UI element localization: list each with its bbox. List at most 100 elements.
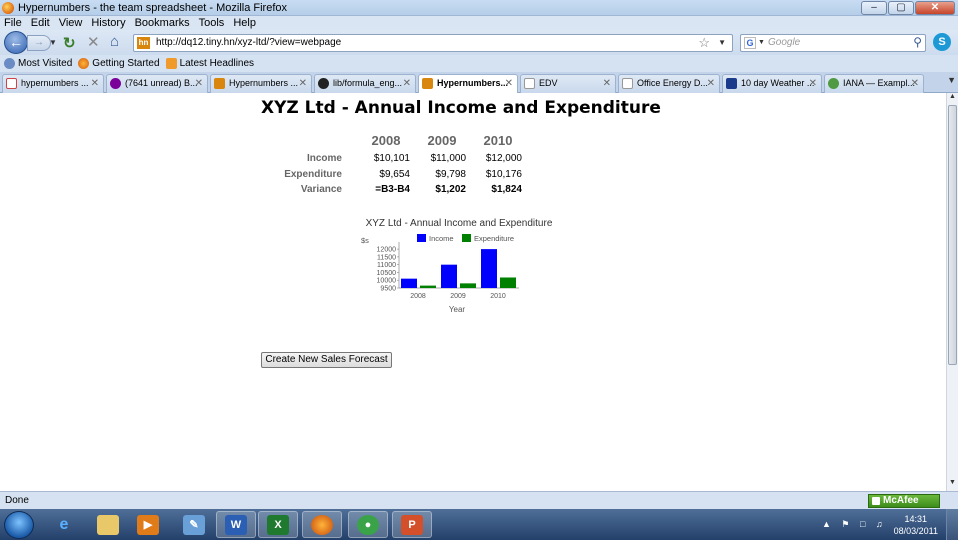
taskbar-paint[interactable]: ✎ <box>174 511 214 538</box>
clock[interactable]: 14:31 08/03/2011 <box>894 513 938 537</box>
tab-9[interactable]: IANA — Exampl... ✕ <box>824 74 924 93</box>
tab-close-icon[interactable]: ✕ <box>602 78 611 89</box>
tab-close-icon[interactable]: ✕ <box>194 78 203 89</box>
menu-bookmarks[interactable]: Bookmarks <box>134 17 190 29</box>
scrollbar-thumb[interactable] <box>948 105 957 365</box>
url-text[interactable]: http://dq12.tiny.hn/xyz-ltd/?view=webpag… <box>156 37 342 48</box>
taskbar-green-app[interactable]: ● <box>348 511 388 538</box>
show-desktop-button[interactable] <box>946 509 958 540</box>
window-title: Hypernumbers - the team spreadsheet - Mo… <box>18 2 287 14</box>
github-icon <box>318 78 329 89</box>
tab-1[interactable]: hypernumbers ... ✕ <box>2 74 104 93</box>
row-label: Income <box>306 153 342 165</box>
system-tray: ▲ ⚑ □ ♫ 14:31 08/03/2011 <box>818 509 958 540</box>
scroll-down-icon[interactable]: ▼ <box>949 479 956 486</box>
tab-6[interactable]: EDV ✕ <box>520 74 616 93</box>
search-engine-dropdown-icon[interactable]: ▼ <box>758 39 765 46</box>
yahoo-icon <box>110 78 121 89</box>
y-axis-label: $s <box>361 236 369 245</box>
tray-icons[interactable]: ▲ ⚑ □ ♫ <box>822 519 887 529</box>
taskbar-explorer[interactable] <box>88 511 128 538</box>
bookmark-star-icon[interactable]: ☆ <box>698 35 710 50</box>
finance-table: 2008 2009 2010 Income $10,101 $11,000 $1… <box>270 129 526 198</box>
tab-4[interactable]: lib/formula_eng... ✕ <box>314 74 416 93</box>
scroll-up-icon[interactable]: ▲ <box>949 93 956 100</box>
history-dropdown-icon[interactable]: ▼ <box>49 38 57 47</box>
mcafee-badge[interactable]: McAfee <box>868 494 940 508</box>
taskbar-excel[interactable]: X <box>258 511 298 538</box>
table-row-expenditure: Expenditure $9,654 $9,798 $10,176 <box>270 167 526 183</box>
tab-2[interactable]: (7641 unread) B... ✕ <box>106 74 208 93</box>
url-bar[interactable]: hn http://dq12.tiny.hn/xyz-ltd/?view=web… <box>133 34 733 52</box>
forward-button[interactable]: → <box>27 35 51 51</box>
bookmark-most-visited[interactable]: Most Visited <box>4 58 72 69</box>
taskbar-firefox[interactable] <box>302 511 342 538</box>
start-button[interactable] <box>4 511 34 539</box>
tab-bar: hypernumbers ... ✕ (7641 unread) B... ✕ Hy… <box>0 72 958 94</box>
legend-swatch-1 <box>462 234 471 242</box>
tab-close-icon[interactable]: ✕ <box>808 78 817 89</box>
tab-8[interactable]: 10 day Weather ... ✕ <box>722 74 822 93</box>
taskbar-word[interactable]: W <box>216 511 256 538</box>
x-axis-label: Year <box>449 305 466 314</box>
table-cell: $9,654 <box>379 168 410 180</box>
menu-edit[interactable]: Edit <box>30 17 50 29</box>
most-visited-icon <box>4 58 15 69</box>
tab-5-active[interactable]: Hypernumbers... ✕ <box>418 74 518 94</box>
firefox-icon <box>2 2 14 14</box>
minimize-button[interactable]: – <box>861 1 887 15</box>
rss-icon <box>165 58 177 69</box>
taskbar-ie[interactable]: e <box>44 511 84 538</box>
url-dropdown-icon[interactable]: ▼ <box>718 38 726 47</box>
word-icon: W <box>225 514 247 535</box>
menu-view[interactable]: View <box>58 17 83 29</box>
tab-close-icon[interactable]: ✕ <box>706 78 715 89</box>
taskbar-powerpoint[interactable]: P <box>392 511 432 538</box>
menu-file[interactable]: File <box>4 17 22 29</box>
tab-label: IANA — Exampl... <box>843 78 916 88</box>
menu-tools[interactable]: Tools <box>198 17 225 29</box>
skype-icon[interactable]: S <box>933 33 951 51</box>
bar-income-2008 <box>401 278 417 288</box>
tab-close-icon[interactable]: ✕ <box>298 78 307 89</box>
menu-help[interactable]: Help <box>233 17 256 29</box>
x-tick-label-1: 2009 <box>450 293 466 300</box>
taskbar-media-player[interactable]: ▶ <box>128 511 168 538</box>
tab-close-icon[interactable]: ✕ <box>90 78 99 89</box>
create-sales-forecast-button[interactable]: Create New Sales Forecast <box>261 352 392 368</box>
tab-close-icon[interactable]: ✕ <box>910 78 919 89</box>
page-title: XYZ Ltd - Annual Income and Expenditure <box>261 98 661 118</box>
folder-icon <box>97 514 119 535</box>
stop-icon[interactable]: ✕ <box>87 34 100 51</box>
hn-icon <box>422 78 433 89</box>
legend-swatch-0 <box>417 234 426 242</box>
excel-icon: X <box>267 514 289 535</box>
bookmark-getting-started[interactable]: Getting Started <box>78 58 160 69</box>
menu-history[interactable]: History <box>91 17 126 29</box>
bar-expenditure-2009 <box>460 283 476 288</box>
tab-3[interactable]: Hypernumbers ... ✕ <box>210 74 312 93</box>
x-tick-label-2: 2010 <box>490 293 506 300</box>
search-engine-icon[interactable]: G <box>744 37 756 49</box>
bookmark-label: Most Visited <box>18 58 73 69</box>
tab-7[interactable]: Office Energy D... ✕ <box>618 74 720 93</box>
ie-icon: e <box>59 515 69 533</box>
reload-icon[interactable]: ↻ <box>63 35 76 52</box>
search-icon[interactable]: ⚲ <box>913 35 922 49</box>
tab-list-icon[interactable]: ▼ <box>947 75 956 85</box>
home-icon[interactable]: ⌂ <box>110 33 120 50</box>
income-expenditure-chart: XYZ Ltd - Annual Income and Expenditure I… <box>354 214 564 326</box>
page-icon <box>622 78 633 89</box>
table-row-income: Income $10,101 $11,000 $12,000 <box>270 151 526 167</box>
vertical-scrollbar[interactable]: ▲ ▼ <box>946 93 958 491</box>
tab-close-icon[interactable]: ✕ <box>504 78 513 89</box>
page-icon <box>524 78 535 89</box>
close-button[interactable]: ✕ <box>915 1 955 15</box>
tab-close-icon[interactable]: ✕ <box>402 78 411 89</box>
x-tick-label-0: 2008 <box>410 293 426 300</box>
search-bar[interactable]: G ▼ Google ⚲ <box>740 34 926 52</box>
year-header: 2010 <box>483 132 513 148</box>
bookmark-latest-headlines[interactable]: Latest Headlines <box>165 58 254 69</box>
back-button[interactable]: ← <box>4 31 28 54</box>
maximize-button[interactable]: ▢ <box>888 1 914 15</box>
